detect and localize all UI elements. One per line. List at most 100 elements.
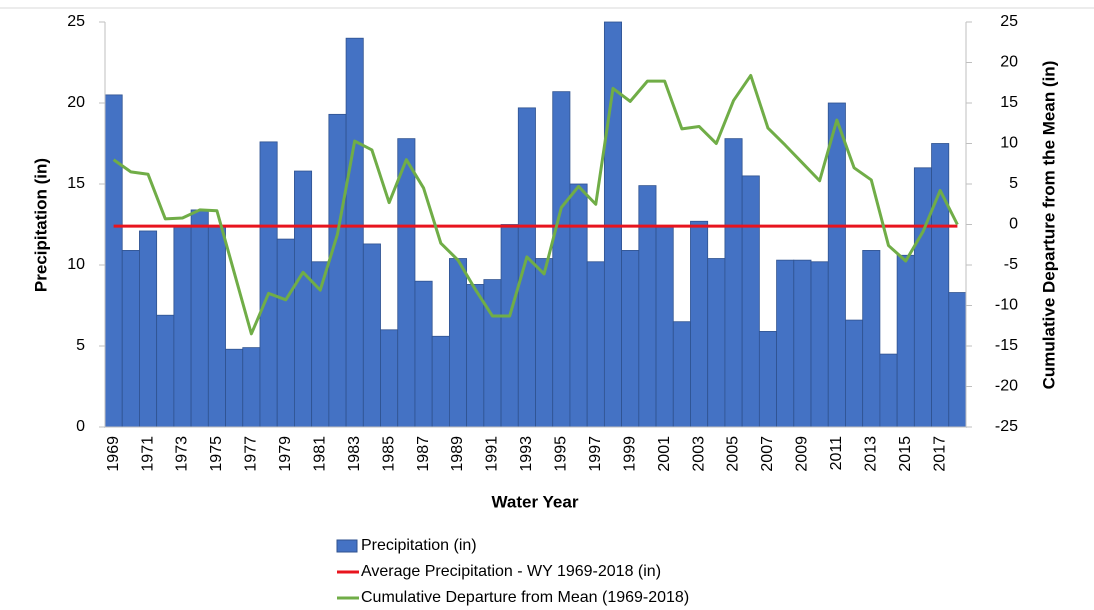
bar [380,329,399,428]
y2-tick-label: 0 [1009,216,1018,233]
x-tick-label: 1991 [484,436,501,472]
bar [431,335,450,428]
x-tick-label: 1995 [553,436,570,472]
bar [156,314,175,428]
bar [466,284,485,428]
bar [862,250,881,428]
y-axis-title: Precipitation (in) [31,158,50,292]
legend-swatch [336,539,358,553]
bar [328,113,347,428]
legend-label: Average Precipitation - WY 1969-2018 (in… [361,563,661,580]
x-tick-label: 2015 [897,436,914,472]
x-tick-label: 2003 [690,436,707,472]
bar [913,167,932,428]
x-tick-label: 2013 [863,436,880,472]
bar [242,347,261,428]
x-axis-title: Water Year [492,492,579,511]
y2-tick-label: 25 [1000,13,1018,30]
y-tick-label: 10 [67,256,85,273]
bar [569,183,588,428]
x-tick-label: 1993 [518,436,535,472]
bar [638,185,657,428]
bar [690,220,709,428]
bar [672,321,691,428]
y2-axis-title: Cumulative Departure from the Mean (in) [1039,61,1058,390]
y2-tick-label: 10 [1000,135,1018,152]
x-tick-label: 1977 [243,436,260,472]
x-tick-label: 1997 [587,436,604,472]
x-tick-label: 1979 [277,436,294,472]
bar [535,258,554,428]
x-tick-label: 1971 [139,436,156,472]
bar [741,175,760,428]
bar [294,170,313,428]
x-tick-label: 1985 [380,436,397,472]
y2-tick-label: 5 [1009,175,1018,192]
bar [586,261,605,428]
bar [190,209,209,428]
bar [362,243,381,428]
x-tick-label: 2005 [725,436,742,472]
x-tick-label: 1975 [208,436,225,472]
y2-tick-label: -20 [995,378,1018,395]
x-tick-label: 1999 [621,436,638,472]
x-tick-label: 2011 [828,436,845,471]
y2-tick-label: -10 [995,297,1018,314]
bar [793,259,812,428]
bar [603,21,623,428]
bar [483,279,502,428]
bar [225,348,244,428]
bar [758,331,777,428]
y2-tick-label: 20 [1000,54,1018,71]
bar [827,102,846,428]
bar [448,258,468,428]
bar [707,258,726,428]
x-tick-label: 1973 [174,436,191,472]
bar [845,319,864,428]
bar [931,143,950,428]
bar [776,259,795,428]
bar [139,230,158,428]
x-tick-label: 2001 [656,436,673,472]
bar [259,141,278,428]
bar [552,91,571,428]
y-tick-label: 20 [67,94,85,111]
bar [896,254,915,428]
y-tick-label: 5 [76,337,85,354]
bar [173,225,192,428]
bar [414,280,433,428]
y-tick-label: 15 [67,175,85,192]
bar [655,225,674,428]
x-tick-label: 1981 [311,436,328,472]
x-tick-label: 1989 [449,436,466,472]
y2-tick-label: -25 [995,418,1018,435]
bar [104,94,123,428]
y2-tick-label: 15 [1000,94,1018,111]
bar [207,225,226,428]
bar [948,292,967,428]
bar [345,37,364,428]
x-tick-label: 1983 [346,436,363,472]
x-tick-label: 2007 [759,436,776,472]
bar [724,138,743,428]
bar [500,224,519,428]
line [112,73,959,336]
legend-label: Cumulative Departure from Mean (1969-201… [361,589,689,606]
legend-label: Precipitation (in) [361,537,477,554]
y2-tick-label: -5 [1004,256,1018,273]
y-tick-label: 25 [67,13,85,30]
x-tick-label: 2009 [794,436,811,472]
y2-tick-label: -15 [995,337,1018,354]
bar [621,250,640,428]
bar [121,250,140,428]
bar [879,353,898,428]
x-tick-label: 1987 [415,436,432,472]
x-tick-label: 1969 [105,436,122,472]
bar [276,238,295,428]
bar [397,138,416,428]
bar [810,261,829,428]
x-tick-label: 2017 [931,436,948,472]
y-tick-label: 0 [76,418,85,435]
